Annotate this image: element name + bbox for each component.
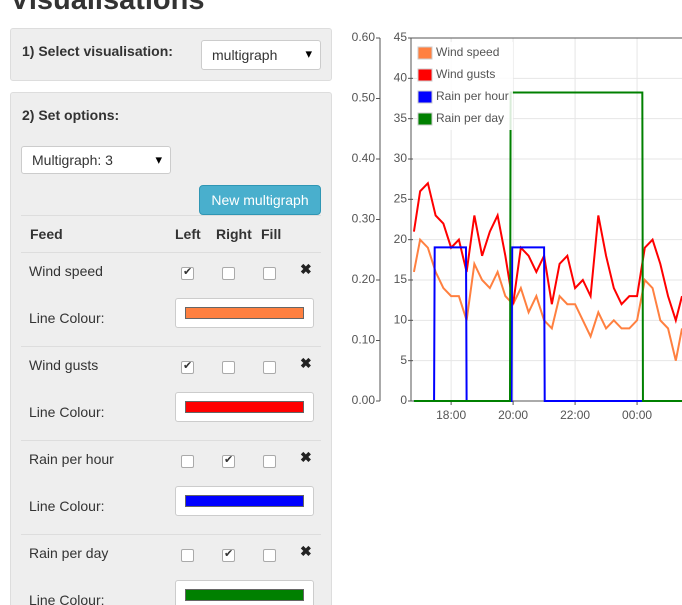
y2-tick-label: 0.20: [352, 272, 376, 286]
column-header: Feed: [30, 226, 63, 242]
checkbox[interactable]: [222, 267, 235, 280]
y-tick-label: 35: [394, 111, 408, 125]
colour-label: Line Colour:: [29, 592, 105, 605]
checkbox[interactable]: [181, 265, 194, 280]
x-tick-label: 22:00: [560, 408, 590, 422]
separator: [21, 215, 321, 216]
separator: [21, 440, 321, 441]
y-tick-label: 0: [400, 393, 407, 407]
checkbox[interactable]: [263, 549, 276, 562]
y2-tick-label: 0.00: [352, 393, 376, 407]
y-tick-label: 45: [394, 30, 408, 44]
delete-icon[interactable]: ✖: [300, 449, 312, 465]
colour-swatch: [185, 495, 304, 507]
series-line: [412, 181, 682, 324]
y-tick-label: 25: [394, 192, 408, 206]
column-header: Left: [175, 226, 201, 242]
separator: [21, 252, 321, 253]
x-tick-label: 00:00: [622, 408, 652, 422]
checkbox[interactable]: [222, 547, 235, 562]
y-tick-label: 5: [400, 353, 407, 367]
legend-label: Rain per day: [436, 111, 504, 125]
y2-tick-label: 0.60: [352, 30, 376, 44]
colour-swatch: [185, 307, 304, 319]
checkbox[interactable]: [181, 359, 194, 374]
legend-swatch: [417, 68, 433, 82]
legend-swatch: [417, 46, 433, 60]
select-label: 1) Select visualisation:: [22, 43, 173, 59]
new-multigraph-button[interactable]: New multigraph: [199, 185, 321, 215]
column-header: Right: [216, 226, 252, 242]
checkbox[interactable]: [263, 267, 276, 280]
feed-name: Rain per hour: [29, 451, 114, 467]
y-tick-label: 10: [394, 313, 408, 327]
series-line: [412, 237, 682, 361]
y-tick-label: 20: [394, 232, 408, 246]
y-tick-label: 15: [394, 272, 408, 286]
x-tick-label: 18:00: [436, 408, 466, 422]
colour-swatch: [185, 401, 304, 413]
visualisation-select[interactable]: multigraph: [201, 40, 321, 70]
multigraph-select[interactable]: Multigraph: 3: [21, 146, 171, 174]
colour-label: Line Colour:: [29, 404, 105, 420]
y-tick-label: 30: [394, 151, 408, 165]
checkbox[interactable]: [181, 549, 194, 562]
feed-name: Rain per day: [29, 545, 109, 561]
checkbox[interactable]: [222, 453, 235, 468]
series-line: [413, 91, 682, 402]
feed-name: Wind speed: [29, 263, 103, 279]
delete-icon[interactable]: ✖: [300, 355, 312, 371]
y2-tick-label: 0.50: [352, 91, 376, 105]
y2-tick-label: 0.10: [352, 333, 376, 347]
legend-swatch: [417, 112, 433, 126]
x-tick-label: 20:00: [498, 408, 528, 422]
separator: [21, 534, 321, 535]
y-tick-label: 40: [394, 71, 408, 85]
column-header: Fill: [261, 226, 282, 242]
legend-swatch: [417, 90, 433, 104]
feed-name: Wind gusts: [29, 357, 99, 373]
delete-icon[interactable]: ✖: [300, 261, 312, 277]
legend-label: Wind gusts: [436, 67, 495, 81]
separator: [21, 346, 321, 347]
checkbox[interactable]: [181, 455, 194, 468]
delete-icon[interactable]: ✖: [300, 543, 312, 559]
y2-tick-label: 0.30: [352, 212, 376, 226]
checkbox[interactable]: [263, 455, 276, 468]
chart: 0 5 10 15 20 25 30 35 40 45 0.00 0.10 0.20 0.30 0.40 0.…: [352, 30, 682, 422]
legend-box: [417, 42, 513, 130]
page-title: Visualisations: [10, 0, 205, 16]
y2-tick-label: 0.40: [352, 151, 376, 165]
select-value: Multigraph: 3: [32, 152, 113, 168]
colour-label: Line Colour:: [29, 498, 105, 514]
options-panel: [10, 92, 332, 605]
options-label: 2) Set options:: [22, 107, 120, 123]
legend-label: Wind speed: [436, 45, 499, 59]
colour-label: Line Colour:: [29, 310, 105, 326]
checkbox[interactable]: [222, 361, 235, 374]
checkbox[interactable]: [263, 361, 276, 374]
colour-swatch: [185, 589, 304, 601]
select-value: multigraph: [212, 47, 278, 63]
legend-label: Rain per hour: [436, 89, 509, 103]
